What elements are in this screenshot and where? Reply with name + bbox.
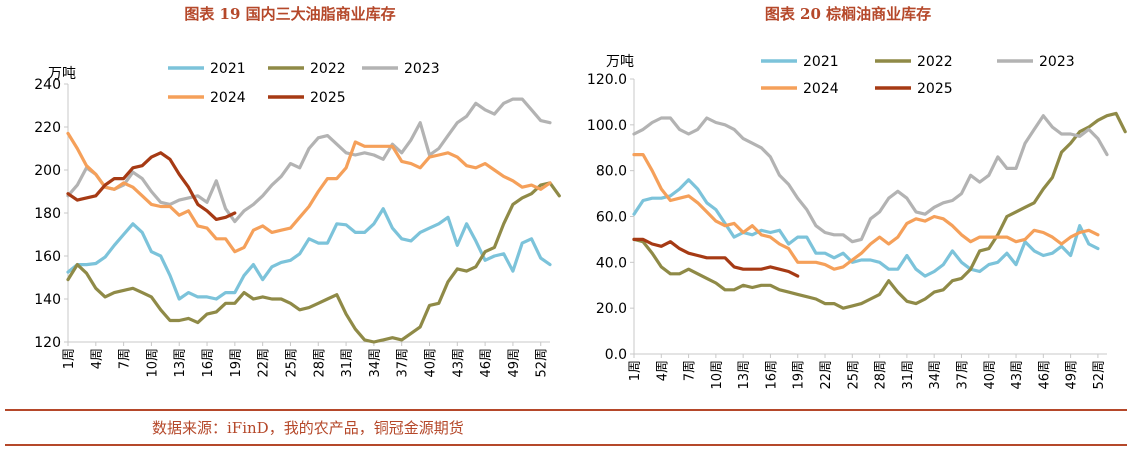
right-x-tick-label: 22周 bbox=[819, 360, 834, 390]
right-legend-label-2025: 2025 bbox=[917, 81, 953, 97]
left-x-tick-label: 37周 bbox=[396, 348, 411, 378]
right-series-line-2025 bbox=[632, 237, 800, 278]
right-x-tick-label: 43周 bbox=[1010, 360, 1025, 390]
right-y-tick-label: 0.0 bbox=[605, 347, 627, 363]
right-y-tick-label: 20.0 bbox=[596, 301, 627, 317]
right-y-tick-label: 120.0 bbox=[587, 72, 627, 88]
left-x-tick-label: 31周 bbox=[340, 348, 355, 378]
source-note: 数据来源：iFinD，我的农产品，铜冠金源期货 bbox=[152, 419, 464, 437]
left-x-tick-label: 22周 bbox=[257, 348, 272, 378]
left-series-line-2021 bbox=[66, 207, 552, 301]
left-x-tick-label: 4周 bbox=[90, 348, 105, 369]
right-legend-label-2021: 2021 bbox=[803, 54, 839, 70]
chart-title-left: 图表 19 国内三大油脂商业库存 bbox=[184, 5, 395, 23]
left-series-line-2024 bbox=[66, 131, 552, 254]
right-legend-label-2024: 2024 bbox=[803, 81, 839, 97]
right-legend-label-2022: 2022 bbox=[917, 54, 953, 70]
left-x-tick-label: 40周 bbox=[424, 348, 439, 378]
right-x-tick-label: 31周 bbox=[901, 360, 916, 390]
left-y-tick-label: 240 bbox=[34, 77, 61, 93]
left-legend-label-2024: 2024 bbox=[210, 90, 246, 106]
y-unit-left: 万吨 bbox=[48, 66, 76, 82]
chart-right: 0.0 20.0 40.0 60.0 80.0 100.0 120.0 1周 4周 7周 10周 13… bbox=[587, 54, 1127, 390]
left-legend-label-2021: 2021 bbox=[210, 61, 246, 77]
right-y-tick-label: 60.0 bbox=[596, 210, 627, 226]
left-x-tick-label: 43周 bbox=[451, 348, 466, 378]
right-x-tick-label: 49周 bbox=[1065, 360, 1080, 390]
y-unit-right: 万吨 bbox=[606, 54, 634, 70]
right-x-tick-label: 34周 bbox=[928, 360, 943, 390]
right-series-line-2021 bbox=[632, 178, 1100, 278]
left-y-tick-label: 120 bbox=[34, 335, 61, 351]
right-series-line-2023 bbox=[632, 114, 1109, 244]
left-series-line-2022 bbox=[66, 181, 561, 344]
right-series-line-2024 bbox=[632, 153, 1100, 271]
right-x-tick-label: 7周 bbox=[683, 360, 698, 381]
right-legend-label-2023: 2023 bbox=[1039, 54, 1075, 70]
left-x-tick-label: 1周 bbox=[62, 348, 77, 369]
left-y-tick-label: 200 bbox=[34, 163, 61, 179]
left-x-tick-label: 16周 bbox=[201, 348, 216, 378]
left-series-line-2025 bbox=[66, 151, 237, 221]
left-x-tick-label: 46周 bbox=[479, 348, 494, 378]
right-y-tick-label: 80.0 bbox=[596, 164, 627, 180]
right-x-tick-label: 13周 bbox=[737, 360, 752, 390]
right-x-tick-label: 19周 bbox=[792, 360, 807, 390]
right-y-tick-label: 100.0 bbox=[587, 118, 627, 134]
left-y-tick-label: 160 bbox=[34, 249, 61, 265]
left-x-tick-label: 52周 bbox=[535, 348, 550, 378]
left-legend-label-2022: 2022 bbox=[310, 61, 346, 77]
right-x-tick-label: 40周 bbox=[983, 360, 998, 390]
left-x-tick-label: 19周 bbox=[229, 348, 244, 378]
right-x-tick-label: 52周 bbox=[1092, 360, 1107, 390]
right-x-tick-label: 4周 bbox=[655, 360, 670, 381]
left-y-tick-label: 220 bbox=[34, 120, 61, 136]
left-legend-label-2023: 2023 bbox=[404, 61, 440, 77]
left-x-tick-label: 34周 bbox=[368, 348, 383, 378]
left-x-tick-label: 25周 bbox=[284, 348, 299, 378]
left-x-tick-label: 7周 bbox=[118, 348, 133, 369]
right-x-tick-label: 46周 bbox=[1037, 360, 1052, 390]
right-series-line-2022 bbox=[632, 111, 1127, 310]
right-x-tick-label: 1周 bbox=[628, 360, 643, 381]
left-x-tick-label: 10周 bbox=[145, 348, 160, 378]
right-x-tick-label: 25周 bbox=[846, 360, 861, 390]
chart-title-right: 图表 20 棕榈油商业库存 bbox=[765, 5, 931, 23]
left-y-tick-label: 180 bbox=[34, 206, 61, 222]
left-y-tick-label: 140 bbox=[34, 292, 61, 308]
right-x-tick-label: 16周 bbox=[764, 360, 779, 390]
left-x-tick-label: 13周 bbox=[173, 348, 188, 378]
left-legend-label-2025: 2025 bbox=[310, 90, 346, 106]
left-x-tick-label: 28周 bbox=[312, 348, 327, 378]
left-series-line-2023 bbox=[66, 97, 552, 224]
chart-left: 120 140 160 180 200 220 240 1周 4周 7周 10周 13周 16周 19周 2… bbox=[34, 61, 561, 378]
right-x-tick-label: 10周 bbox=[710, 360, 725, 390]
right-y-tick-label: 40.0 bbox=[596, 255, 627, 271]
right-x-tick-label: 28周 bbox=[874, 360, 889, 390]
left-x-tick-label: 49周 bbox=[507, 348, 522, 378]
right-x-tick-label: 37周 bbox=[955, 360, 970, 390]
